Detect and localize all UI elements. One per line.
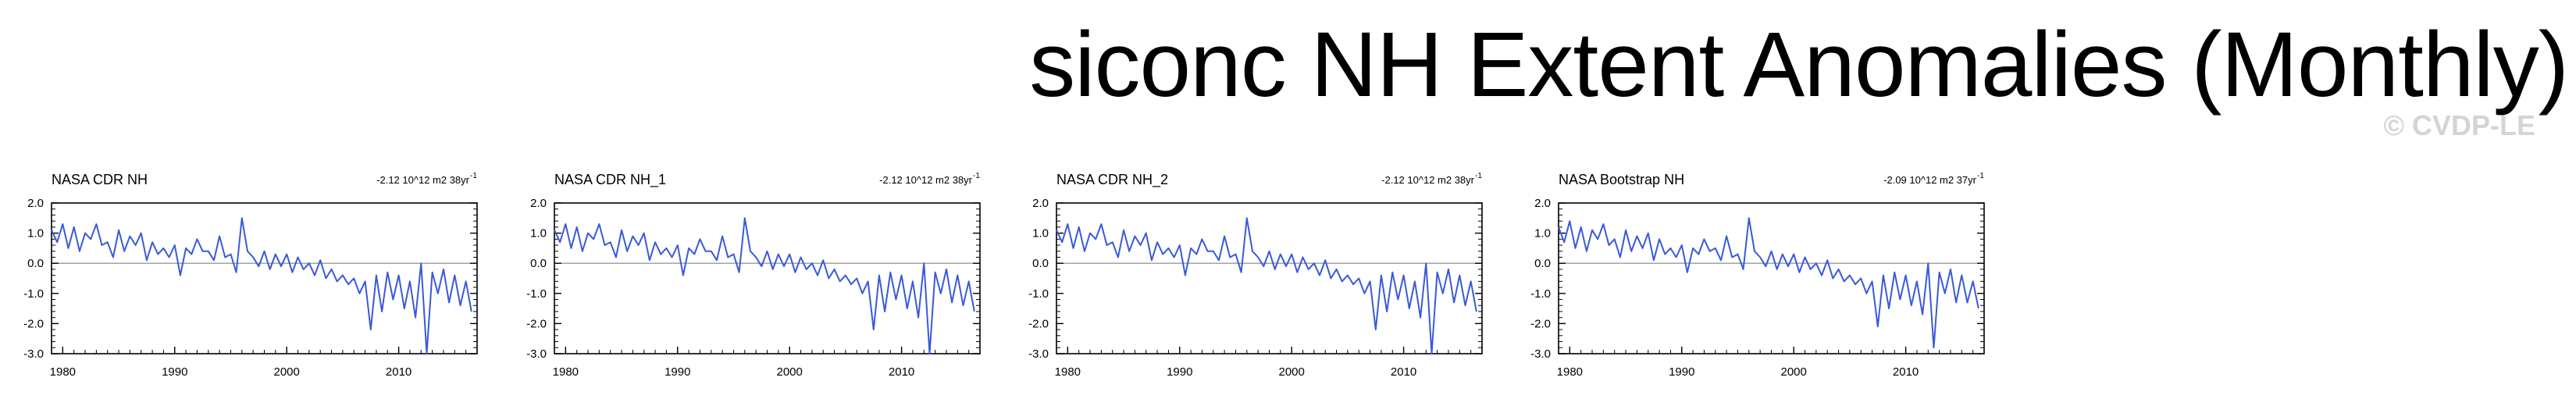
x-tick-label: 1980 — [50, 365, 76, 379]
trend-superscript: -1 — [973, 172, 980, 180]
x-tick-label: 1990 — [162, 365, 187, 379]
y-tick-label: 0.0 — [1032, 257, 1049, 270]
trend-superscript: -1 — [1475, 172, 1482, 180]
y-tick-label: 1.0 — [1534, 227, 1551, 240]
y-tick-label: 1.0 — [1032, 227, 1049, 240]
y-tick-label: 1.0 — [530, 227, 547, 240]
series-line-1 — [1056, 217, 1477, 354]
x-tick-label: 2010 — [1391, 365, 1416, 379]
panel-title: NASA CDR NH — [52, 172, 148, 187]
y-tick-label: 2.0 — [1032, 197, 1049, 210]
trend-superscript: -1 — [470, 172, 477, 180]
y-tick-label: -2.0 — [23, 317, 44, 330]
trend-label: -2.12 10^12 m2 38yr — [1381, 174, 1475, 186]
trend-label: -2.12 10^12 m2 38yr — [879, 174, 973, 186]
panel-title: NASA CDR NH_2 — [1056, 172, 1168, 188]
y-tick-label: -2.0 — [526, 317, 547, 330]
y-tick-label: -2.0 — [1028, 317, 1049, 330]
plot-frame — [51, 202, 478, 354]
trend-superscript: -1 — [1977, 172, 1984, 180]
y-tick-label: -1.0 — [23, 287, 44, 301]
y-tick-label: -3.0 — [1530, 347, 1551, 361]
panel-title: NASA CDR NH_1 — [554, 172, 666, 188]
trend-label: -2.09 10^12 m2 37yr — [1883, 174, 1977, 186]
y-tick-label: 2.0 — [1534, 197, 1551, 210]
x-tick-label: 2000 — [776, 365, 802, 379]
y-tick-label: -3.0 — [526, 347, 547, 361]
chart-panel-2: NASA CDR NH_1 -2.12 10^12 m2 38yr -1 2.0 1.0… — [526, 172, 981, 379]
series-line-1 — [1558, 217, 1979, 349]
plot-frame — [1056, 202, 1483, 354]
x-tick-label: 1980 — [1557, 365, 1583, 379]
plot-frame — [1558, 202, 1985, 354]
plot-frame — [554, 202, 981, 354]
y-tick-label: -1.0 — [526, 287, 547, 301]
page-title: siconc NH Extent Anomalies (Monthly) — [1029, 13, 2569, 116]
chart-panel-3: NASA CDR NH_2 -2.12 10^12 m2 38yr -1 2.0 1.0… — [1028, 172, 1483, 379]
y-tick-label: -1.0 — [1028, 287, 1049, 301]
x-tick-label: 2010 — [1893, 365, 1919, 379]
x-tick-label: 1990 — [664, 365, 690, 379]
y-tick-label: 0.0 — [530, 257, 547, 270]
y-tick-label: 1.0 — [27, 227, 44, 240]
chart-panel-1: NASA CDR NH -2.12 10^12 m2 38yr -1 2.0 1.0 0.… — [23, 172, 478, 379]
x-tick-label: 1990 — [1669, 365, 1694, 379]
y-tick-label: -3.0 — [23, 347, 44, 361]
x-tick-label: 1990 — [1167, 365, 1192, 379]
y-tick-label: 2.0 — [27, 197, 44, 210]
series-line-1 — [554, 217, 975, 354]
x-tick-label: 1980 — [1055, 365, 1081, 379]
y-tick-label: 2.0 — [530, 197, 547, 210]
trend-label: -2.12 10^12 m2 38yr — [376, 174, 470, 186]
y-tick-label: 0.0 — [1534, 257, 1551, 270]
chart-panels: NASA CDR NH -2.12 10^12 m2 38yr -12.01.00.… — [23, 172, 1985, 379]
watermark: © CVDP-LE — [2383, 109, 2535, 141]
x-tick-label: 2000 — [273, 365, 299, 379]
x-tick-label: 2010 — [889, 365, 914, 379]
x-tick-label: 1980 — [553, 365, 579, 379]
y-tick-label: -3.0 — [1028, 347, 1049, 361]
y-tick-label: -2.0 — [1530, 317, 1551, 330]
y-tick-label: -1.0 — [1530, 287, 1551, 301]
panel-title: NASA Bootstrap NH — [1559, 172, 1684, 187]
x-tick-label: 2000 — [1780, 365, 1806, 379]
x-tick-label: 2000 — [1278, 365, 1304, 379]
series-line-1 — [51, 217, 472, 354]
chart-panel-4: NASA Bootstrap NH -2.09 10^12 m2 37yr -1 2.… — [1530, 172, 1985, 379]
x-tick-label: 2010 — [386, 365, 412, 379]
y-tick-label: 0.0 — [27, 257, 44, 270]
